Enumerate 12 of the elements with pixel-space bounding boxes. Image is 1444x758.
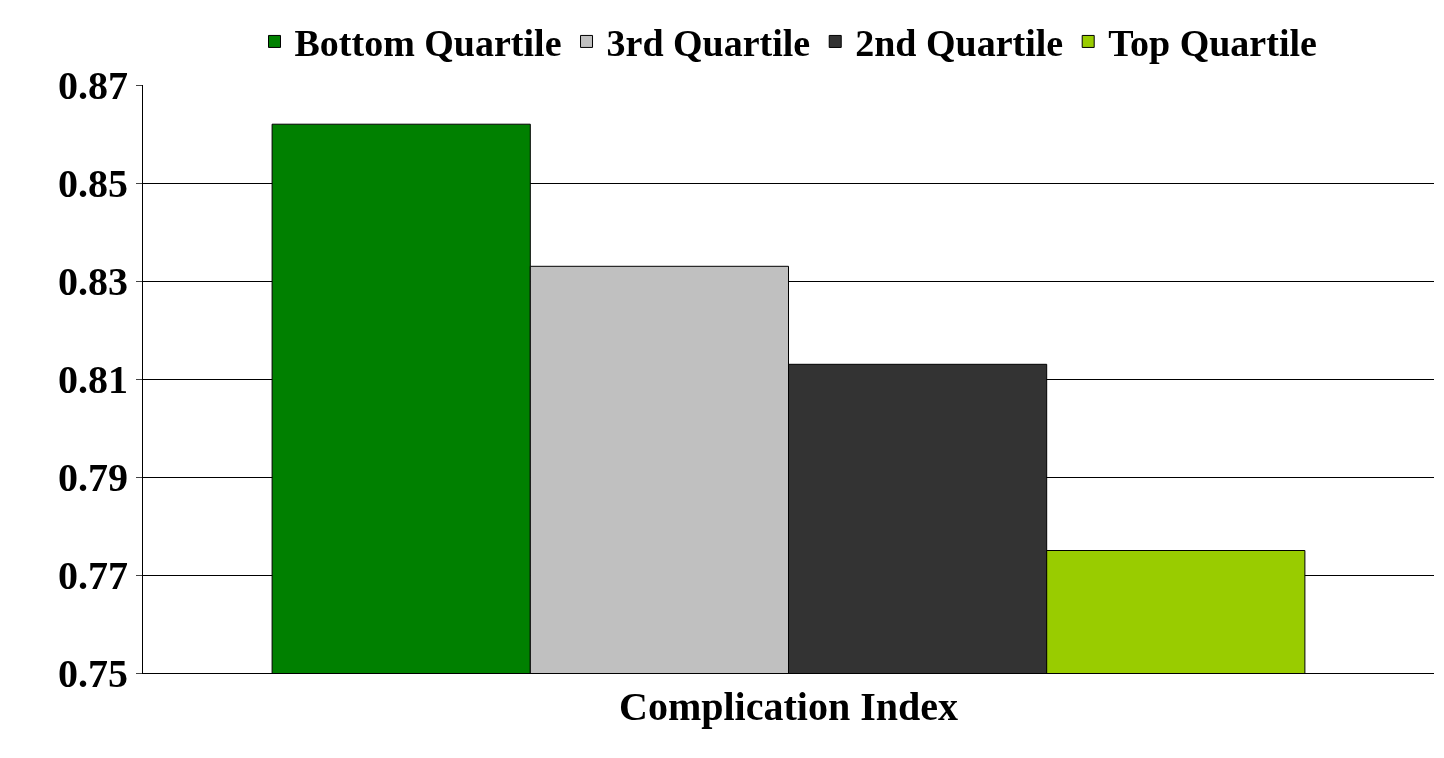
y-tick-label: 0.83 — [58, 259, 128, 304]
y-tick-label: 0.79 — [58, 455, 128, 500]
y-tick-label: 0.77 — [58, 553, 128, 598]
legend-label: Bottom Quartile — [294, 22, 562, 65]
legend-label: 3rd Quartile — [606, 22, 811, 65]
y-tick-label: 0.85 — [58, 161, 128, 206]
legend-label: 2nd Quartile — [855, 22, 1064, 65]
legend-label: Top Quartile — [1108, 22, 1317, 65]
x-axis-title: Complication Index — [619, 683, 958, 729]
y-tick-label: 0.87 — [58, 63, 128, 108]
y-tick-label: 0.81 — [58, 357, 128, 402]
y-tick-label: 0.75 — [58, 651, 128, 696]
